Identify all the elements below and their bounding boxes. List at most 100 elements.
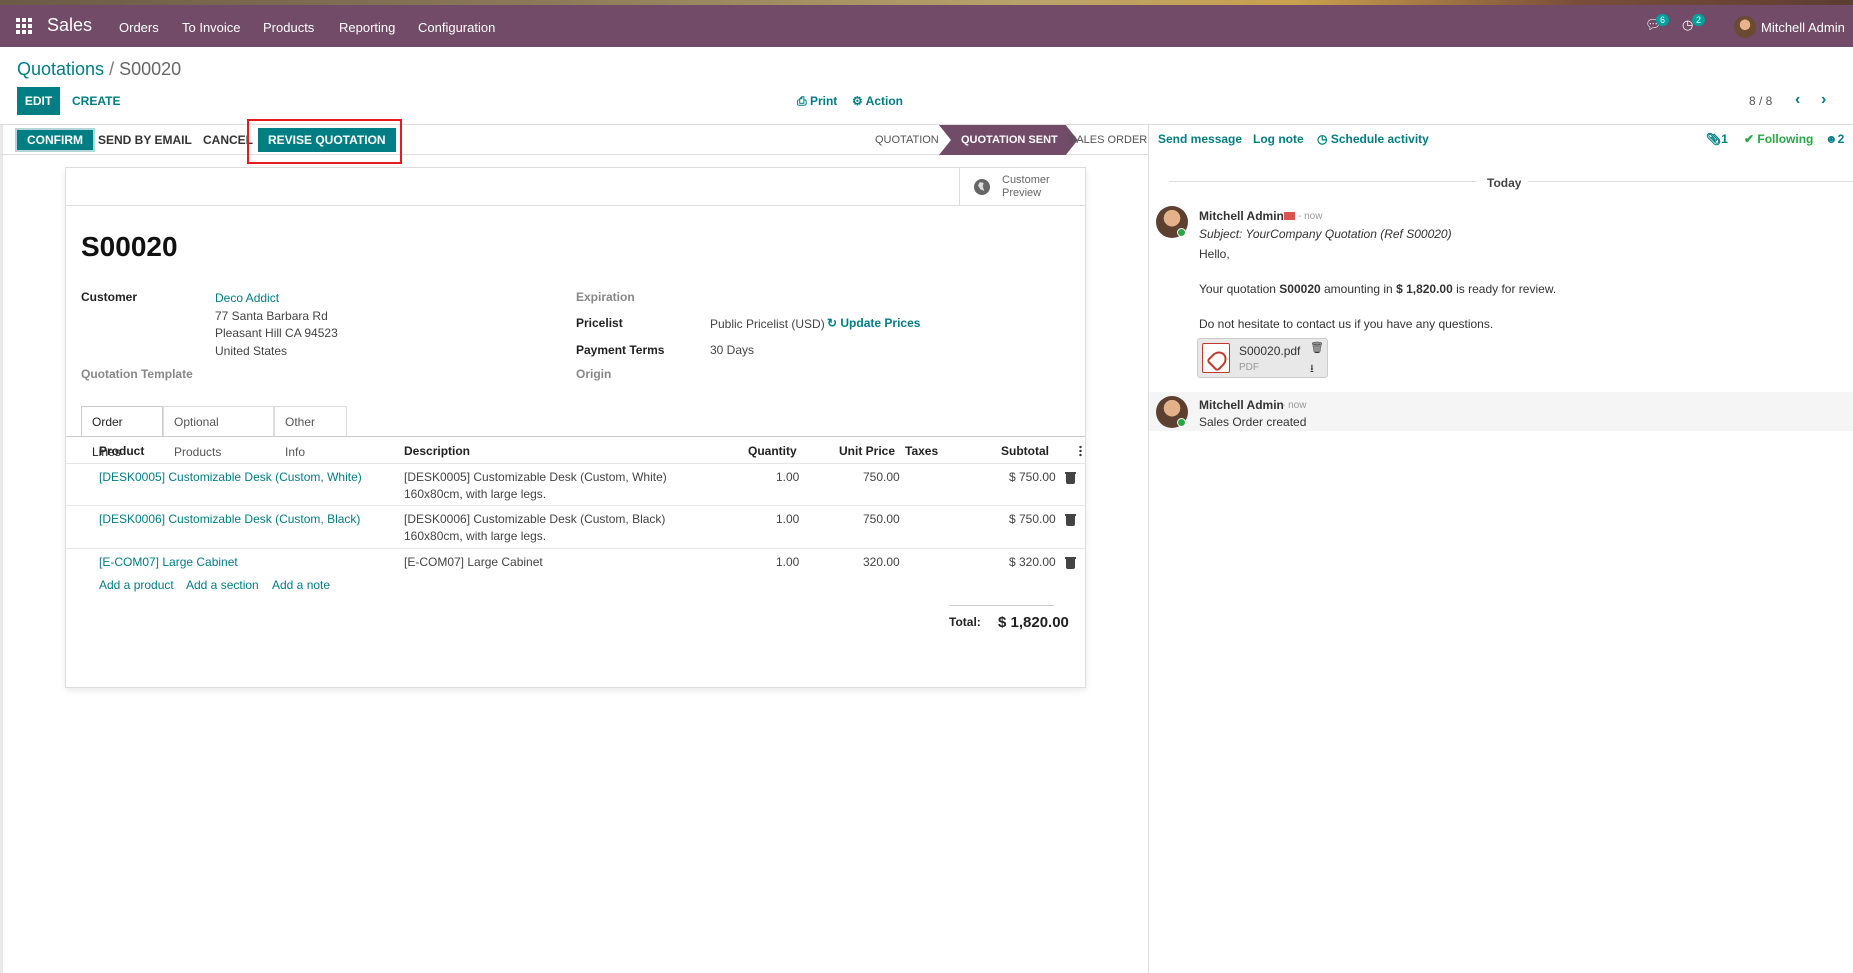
message-body-post: is ready for review. [1452, 282, 1557, 296]
message-body-amount: $ 1,820.00 [1396, 282, 1453, 296]
send-by-email-button[interactable]: SEND BY EMAIL [98, 133, 192, 147]
attachment-card[interactable]: S00020.pdf PDF 🗑︎ ⭳ [1197, 338, 1328, 378]
row3-delete-icon[interactable] [1065, 557, 1076, 569]
tab-order-lines[interactable]: Order Lines [81, 406, 163, 459]
col-subtotal[interactable]: Subtotal [1001, 444, 1049, 458]
row-rule [66, 505, 1085, 506]
action-label: Action [865, 94, 903, 108]
tab-other-info[interactable]: Other Info [274, 406, 347, 459]
row2-unit-price[interactable]: 750.00 [863, 512, 900, 526]
pager-value[interactable]: 8 / 8 [1749, 94, 1773, 108]
today-rule-right [1528, 181, 1853, 182]
col-quantity[interactable]: Quantity [748, 444, 797, 458]
col-taxes[interactable]: Taxes [905, 444, 939, 458]
check-icon: ✔ [1744, 132, 1758, 146]
preview-label-1: Customer [1002, 174, 1050, 186]
activity-clock-icon[interactable]: ◷ [1682, 17, 1694, 32]
create-button[interactable]: CREATE [72, 94, 121, 108]
stage-quotation-sent[interactable]: QUOTATION SENT [939, 125, 1078, 155]
attachment-delete-icon[interactable]: 🗑︎ [1310, 342, 1324, 354]
apps-menu-icon[interactable] [16, 18, 32, 34]
optional-columns-icon[interactable] [1079, 445, 1082, 457]
left-gutter [0, 125, 3, 973]
origin-label: Origin [576, 367, 612, 381]
menu-orders[interactable]: Orders [119, 20, 159, 35]
stage-quotation[interactable]: QUOTATION [875, 134, 939, 146]
message-highlight [1149, 392, 1853, 431]
row2-quantity[interactable]: 1.00 [776, 512, 800, 526]
total-value: $ 1,820.00 [998, 614, 1069, 631]
attachment-download-icon[interactable]: ⭳ [1310, 363, 1314, 375]
message-body-pre: Your quotation [1199, 282, 1280, 296]
row3-product[interactable]: [E-COM07] Large Cabinet [99, 555, 238, 569]
row1-quantity[interactable]: 1.00 [776, 470, 800, 484]
row2-product[interactable]: [DESK0006] Customizable Desk (Custom, Bl… [99, 512, 361, 526]
row3-subtotal: $ 320.00 [1009, 555, 1056, 569]
row2-description-2: 160x80cm, with large legs. [404, 529, 547, 543]
address-line-1: 77 Santa Barbara Rd [215, 309, 328, 323]
stage-sales-order[interactable]: SALES ORDER [1069, 134, 1148, 146]
customer-link[interactable]: Deco Addict [215, 291, 280, 305]
row2-delete-icon[interactable] [1065, 514, 1076, 526]
col-product[interactable]: Product [99, 444, 145, 458]
action-menu[interactable]: ⚙ Action [852, 94, 903, 108]
row3-quantity[interactable]: 1.00 [776, 555, 800, 569]
message-body-ref: S00020 [1279, 282, 1321, 296]
message-body-line: Your quotation S00020 amounting in $ 1,8… [1199, 282, 1556, 296]
row3-unit-price[interactable]: 320.00 [863, 555, 900, 569]
row1-description[interactable]: [DESK0005] Customizable Desk (Custom, Wh… [404, 470, 667, 484]
today-rule-left [1169, 181, 1477, 182]
col-unit-price[interactable]: Unit Price [839, 444, 896, 458]
edit-button[interactable]: EDIT [17, 87, 60, 115]
confirm-button[interactable]: CONFIRM [15, 128, 95, 152]
row3-description[interactable]: [E-COM07] Large Cabinet [404, 555, 543, 569]
log-note-button[interactable]: Log note [1253, 132, 1304, 146]
print-icon: ⎙ [797, 94, 810, 108]
menu-reporting[interactable]: Reporting [339, 20, 396, 35]
followers-button[interactable]: ☻2 [1825, 132, 1844, 146]
print-label: Print [809, 94, 838, 108]
menu-to-invoice[interactable]: To Invoice [182, 20, 241, 35]
row2-description[interactable]: [DESK0006] Customizable Desk (Custom, Bl… [404, 512, 666, 526]
menu-configuration[interactable]: Configuration [418, 20, 496, 35]
following-button[interactable]: ✔ Following [1744, 132, 1813, 146]
menu-products[interactable]: Products [263, 20, 315, 35]
tab-optional-products[interactable]: Optional Products [163, 406, 274, 459]
breadcrumb-quotations[interactable]: Quotations [17, 59, 105, 79]
add-product-link[interactable]: Add a product [99, 578, 174, 592]
print-menu[interactable]: ⎙ Print [797, 94, 837, 109]
attachment-type: PDF [1239, 362, 1259, 373]
form-statusbar: CONFIRM SEND BY EMAIL CANCEL REVISE QUOT… [0, 125, 1148, 155]
row1-product[interactable]: [DESK0005] Customizable Desk (Custom, Wh… [99, 470, 362, 484]
user-icon: ☻ [1825, 132, 1838, 146]
update-prices-button[interactable]: ↻ Update Prices [827, 316, 920, 330]
pager-previous-icon[interactable]: ‹ [1795, 91, 1801, 108]
add-section-link[interactable]: Add a section [186, 578, 259, 592]
cancel-button[interactable]: CANCEL [203, 133, 253, 147]
add-note-link[interactable]: Add a note [272, 578, 331, 592]
revise-quotation-button[interactable]: REVISE QUOTATION [258, 128, 396, 152]
pdf-icon [1202, 343, 1230, 373]
schedule-activity-button[interactable]: ◷ Schedule activity [1317, 132, 1429, 146]
today-separator: Today [1487, 176, 1522, 190]
payment-terms-value[interactable]: 30 Days [710, 343, 755, 357]
customer-preview-button[interactable]: Customer Preview [959, 168, 1085, 206]
send-message-button[interactable]: Send message [1158, 132, 1243, 146]
total-rule [949, 605, 1054, 606]
pricelist-value[interactable]: Public Pricelist (USD) [710, 317, 825, 331]
message-body-line-2: Do not hesitate to contact us if you hav… [1199, 317, 1494, 331]
user-avatar[interactable] [1734, 16, 1756, 38]
user-menu[interactable]: Mitchell Admin [1761, 20, 1845, 35]
pager-next-icon[interactable]: › [1821, 91, 1827, 108]
attachments-button[interactable]: 📎︎1 [1706, 132, 1728, 146]
row1-unit-price[interactable]: 750.00 [863, 470, 900, 484]
breadcrumb-current: S00020 [119, 59, 182, 79]
app-name[interactable]: Sales [47, 15, 93, 35]
customer-label: Customer [81, 290, 138, 304]
message-author[interactable]: Mitchell Admin [1199, 398, 1284, 412]
row1-delete-icon[interactable] [1065, 472, 1076, 484]
address-line-2: Pleasant Hill CA 94523 [215, 326, 338, 340]
col-description[interactable]: Description [404, 444, 471, 458]
message-author[interactable]: Mitchell Admin [1199, 209, 1284, 223]
message-text: Sales Order created [1199, 415, 1307, 429]
